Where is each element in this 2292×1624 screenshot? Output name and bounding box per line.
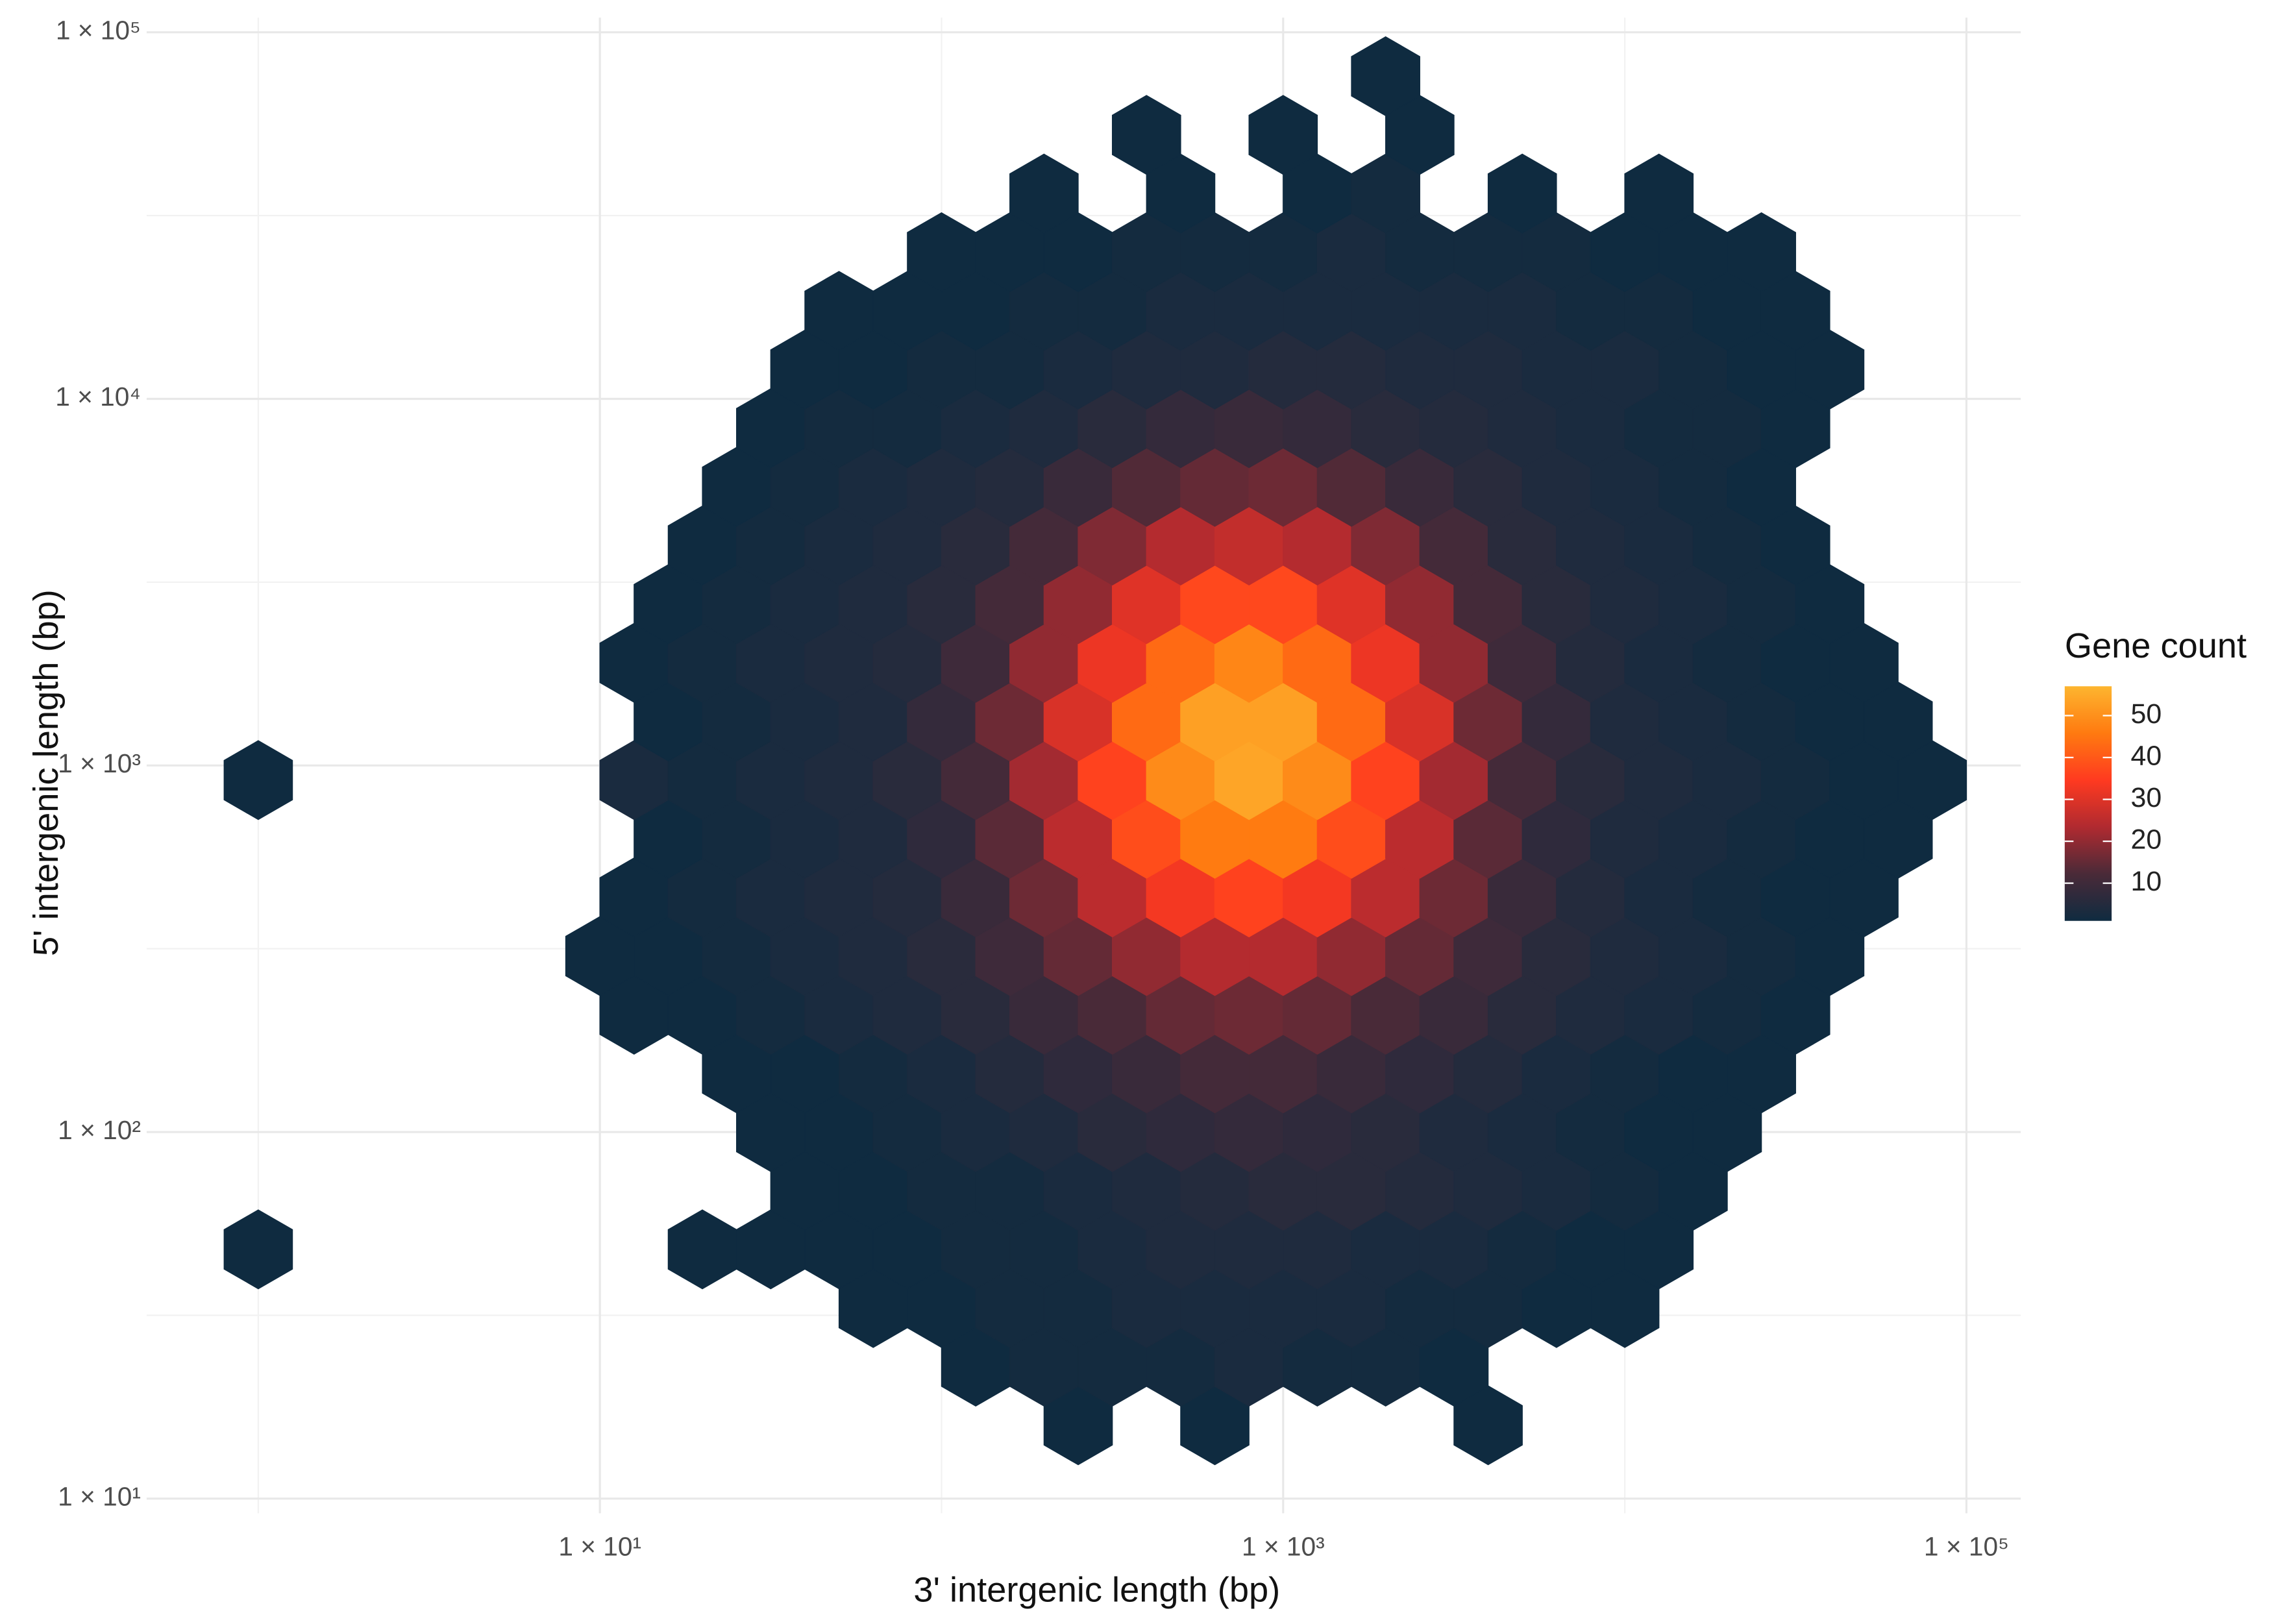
colorbar-label: 10 [2130,866,2162,897]
hex-bin [667,1209,737,1290]
hex-bin [1111,95,1181,175]
y-tick-label: 1 × 10¹ [58,1482,141,1512]
colorbar-label: 40 [2130,740,2162,771]
hex-bin [1624,153,1694,234]
hex-bin [223,740,293,820]
y-tick-label: 1 × 10³ [58,748,141,778]
y-axis-title: 5' intergenic length (bp) [27,589,66,956]
colorbar-label: 30 [2130,782,2162,813]
y-tick-label: 1 × 10² [58,1115,141,1145]
legend-title: Gene count [2065,626,2247,665]
hex-bin [1727,212,1796,293]
colorbar-label: 50 [2130,698,2162,730]
colorbar-label: 20 [2130,824,2162,855]
hex-bin [1351,36,1420,117]
colorbar [2064,686,2112,921]
hex-bin [1248,95,1318,175]
hex-bin [1009,153,1079,234]
x-tick-label: 1 × 10³ [1242,1531,1325,1561]
x-axis-title: 3' intergenic length (bp) [913,1571,1280,1610]
hex-bin [1487,153,1557,234]
y-tick-label: 1 × 10⁵ [56,15,141,45]
y-tick-label: 1 × 10⁴ [55,382,141,412]
x-tick-label: 1 × 10⁵ [1924,1531,2009,1561]
x-tick-label: 1 × 10¹ [558,1531,641,1561]
labels: 3' intergenic length (bp) 5' intergenic … [27,15,2247,1609]
hex-bin [223,1209,293,1290]
hexes [223,36,1967,1466]
